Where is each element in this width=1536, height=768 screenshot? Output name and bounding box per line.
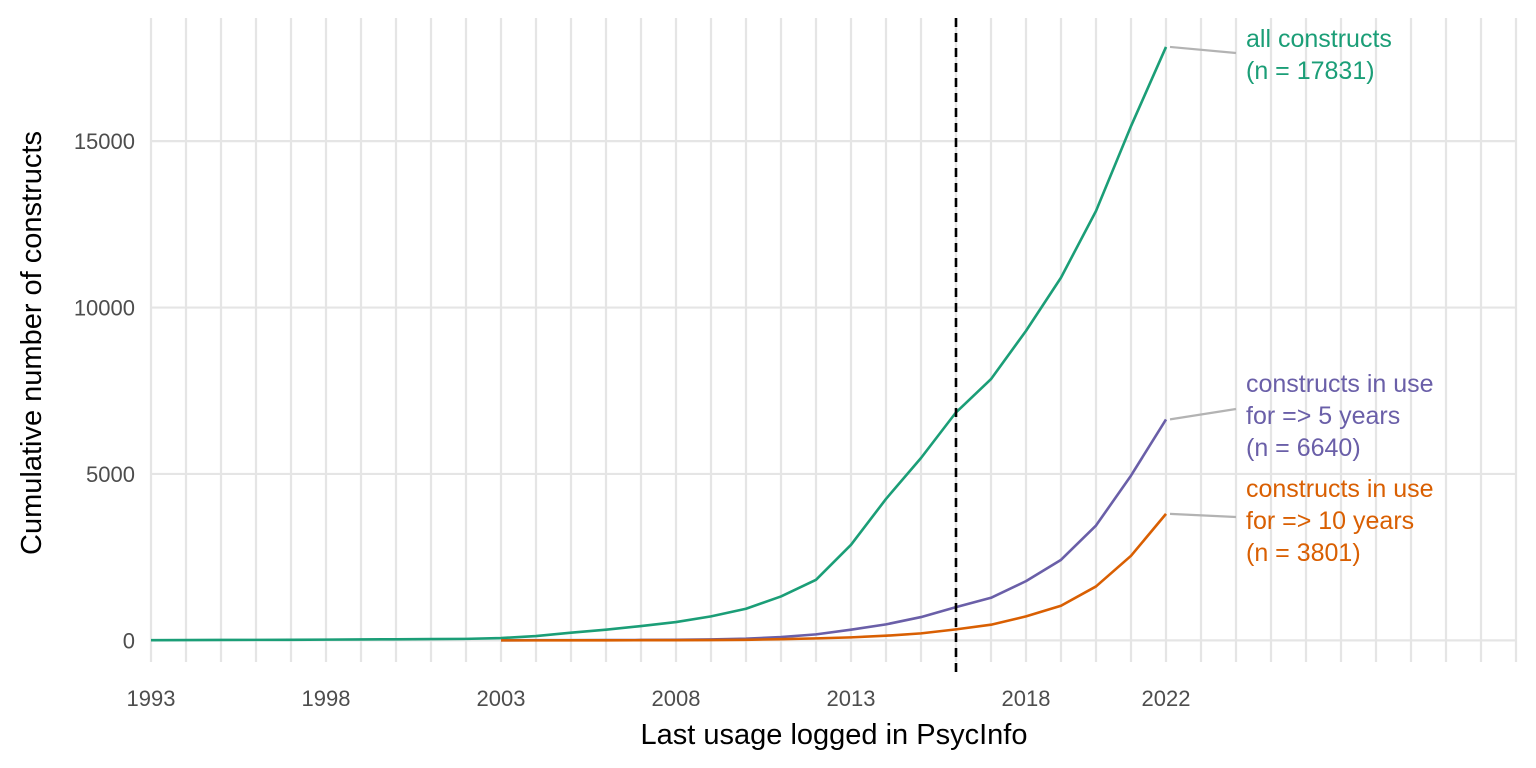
series-label-ten_years: constructs in use (1246, 475, 1434, 503)
series-line-five_years (500, 418, 1168, 642)
y-tick-label: 5000 (86, 462, 135, 487)
series-label-all: all constructs (1246, 25, 1392, 53)
series-label-all: (n = 17831) (1246, 57, 1375, 85)
leader-line-all (1169, 45, 1237, 55)
series-labels: all constructs (n = 17831) constructs in u… (1169, 25, 1434, 567)
x-tick-label: 1993 (127, 686, 176, 711)
x-tick-label: 2003 (477, 686, 526, 711)
leader-line-five_years (1169, 407, 1237, 421)
x-tick-label: 2013 (827, 686, 876, 711)
y-tick-label: 0 (123, 628, 135, 653)
y-tick-label: 10000 (74, 296, 135, 321)
series-label-five_years: (n = 6640) (1246, 434, 1361, 462)
leader-line-ten_years (1169, 512, 1237, 519)
x-tick-label: 2022 (1142, 686, 1191, 711)
y-axis-title: Cumulative number of constructs (16, 131, 48, 555)
series-label-ten_years: for => 10 years (1246, 507, 1414, 535)
series-line-ten_years (501, 513, 1167, 642)
series-label-five_years: for => 5 years (1246, 402, 1400, 430)
x-tick-label: 2018 (1002, 686, 1051, 711)
series-line-all (150, 46, 1168, 642)
gridlines (149, 18, 1518, 662)
x-axis-title: Last usage logged in PsycInfo (641, 719, 1028, 751)
x-tick-label: 2008 (652, 686, 701, 711)
series-label-five_years: constructs in use (1246, 370, 1434, 398)
series-label-ten_years: (n = 3801) (1246, 539, 1361, 567)
tick-labels: 1993 1998 2003 2008 2013 2018 2022 0 5000 10000 15… (74, 129, 1191, 711)
x-tick-label: 1998 (302, 686, 351, 711)
y-tick-label: 15000 (74, 129, 135, 154)
series-lines (150, 46, 1168, 642)
